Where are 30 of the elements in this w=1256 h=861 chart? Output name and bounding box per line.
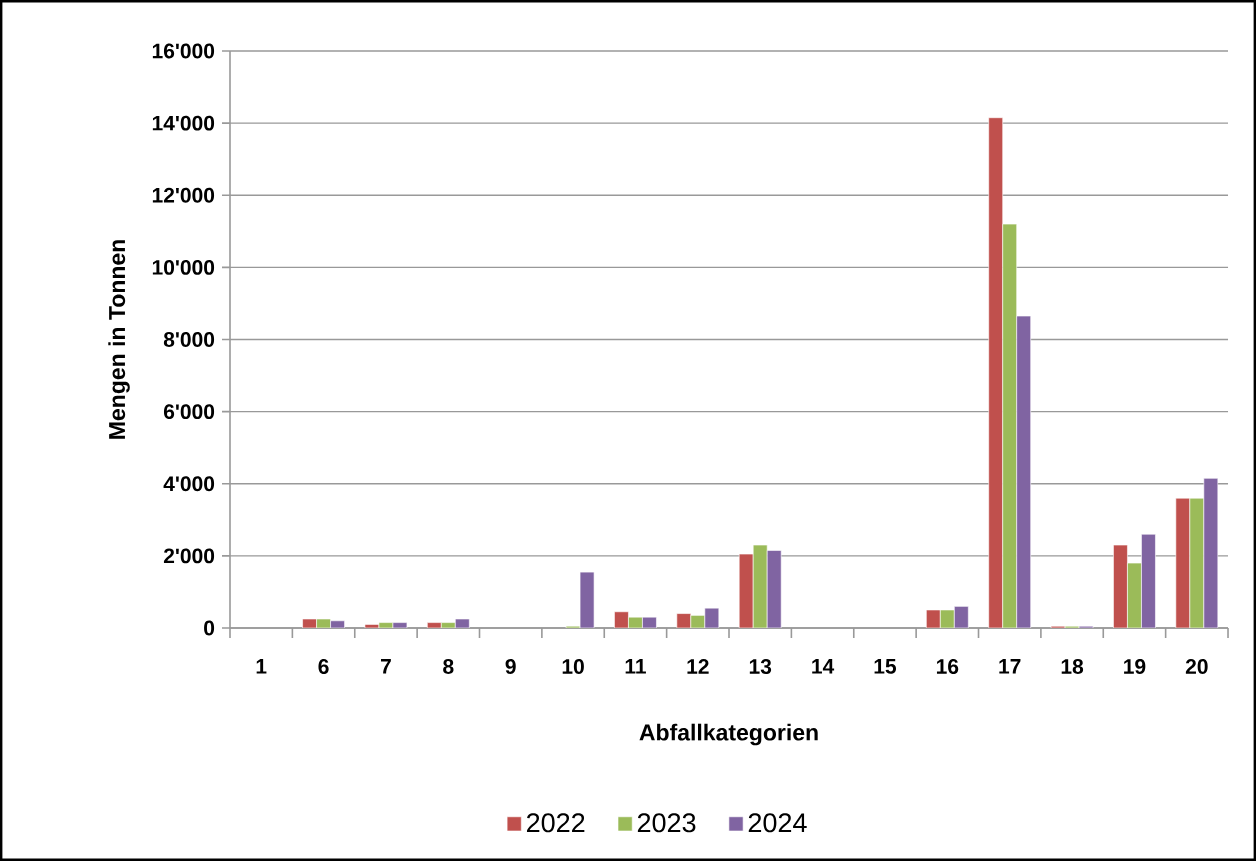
x-axis-title: Abfallkategorien: [639, 723, 818, 746]
y-tick-label: 6'000: [163, 404, 215, 420]
x-tick-label: 19: [1124, 659, 1146, 674]
y-axis-title: Mengen in Tonnen: [108, 240, 130, 439]
x-tick-label: 13: [749, 659, 772, 674]
x-tick-label: 11: [625, 659, 646, 674]
y-tick-label: 8'000: [163, 332, 215, 347]
x-tick-label: 17: [999, 659, 1021, 674]
x-tick-label: 6: [318, 659, 329, 674]
y-tick-label: 2'000: [163, 548, 215, 564]
legend-label: 2023: [637, 813, 696, 833]
x-tick-label: 14: [812, 659, 835, 674]
y-tick-label: 0: [204, 620, 215, 636]
x-tick-label: 8: [443, 659, 454, 674]
x-tick-label: 1: [256, 659, 267, 674]
legend-label: 2022: [526, 813, 585, 833]
x-tick-label: 7: [381, 659, 391, 674]
legend-label: 2024: [748, 813, 807, 833]
y-tick-label: 4'000: [163, 476, 215, 492]
x-tick-label: 10: [562, 659, 584, 674]
y-tick-label: 14'000: [152, 115, 215, 131]
x-tick-label: 16: [936, 659, 959, 674]
x-tick-label: 18: [1061, 659, 1084, 674]
y-tick-label: 12'000: [152, 187, 215, 203]
x-tick-label: 9: [505, 659, 516, 674]
x-tick-label: 20: [1185, 659, 1208, 674]
y-tick-label: 16'000: [152, 43, 215, 59]
x-tick-label: 12: [687, 659, 709, 674]
x-tick-label: 15: [874, 659, 897, 674]
y-tick-label: 10'000: [152, 259, 215, 275]
